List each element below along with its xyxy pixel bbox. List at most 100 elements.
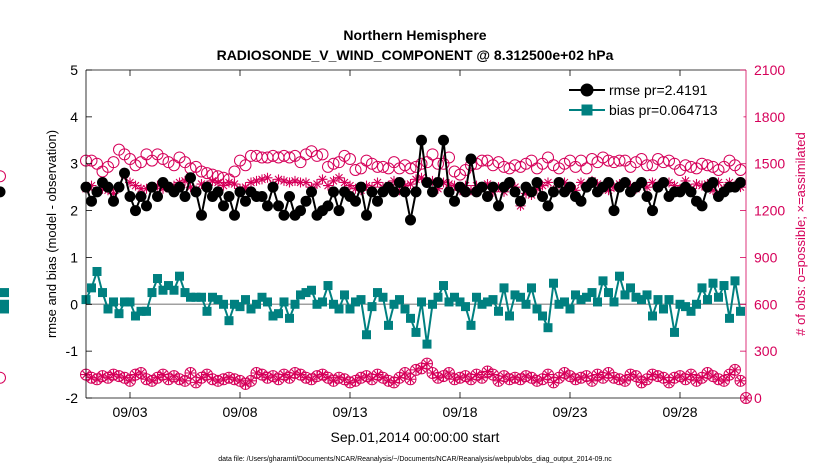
- rmse-point: [647, 205, 658, 217]
- bias-point: [202, 306, 212, 316]
- bias-point: [131, 311, 140, 321]
- bias-point: [587, 288, 597, 298]
- rmse-point: [91, 186, 103, 198]
- obs-assimilated-low-point: [719, 375, 729, 386]
- bias-point: [428, 299, 437, 309]
- obs-possible-point: [580, 162, 593, 175]
- obs-assimilated-low-point: [119, 372, 130, 383]
- obs-possible-point: [349, 163, 362, 176]
- rmse-point: [361, 209, 372, 221]
- obs-assimilated-low-point: [510, 372, 520, 383]
- obs-assimilated-low-point: [708, 371, 718, 382]
- bias-point: [450, 292, 459, 302]
- obs-assimilated-low-point: [543, 369, 553, 380]
- obs-assimilated-point: [86, 180, 97, 191]
- obs-assimilated-low-point: [559, 368, 570, 379]
- obs-assimilated-low-point: [427, 368, 438, 379]
- rmse-point: [185, 172, 196, 184]
- rmse-point: [212, 186, 224, 198]
- rmse-point: [130, 205, 141, 217]
- rmse-point: [515, 195, 526, 207]
- bias-point: [598, 276, 608, 286]
- rmse-point: [482, 191, 493, 203]
- obs-assimilated-point: [180, 175, 190, 186]
- obs-assimilated-low-point: [240, 378, 251, 389]
- obs-assimilated-point: [642, 182, 652, 193]
- obs-assimilated-low-point: [284, 372, 295, 383]
- obs-assimilated-low-point: [724, 369, 735, 380]
- obs-assimilated-low-point: [554, 372, 564, 383]
- bias-point: [252, 299, 261, 309]
- obs-assimilated-low-point: [345, 377, 355, 388]
- obs-assimilated-low-point: [598, 372, 608, 383]
- obs-possible-low-point: [0, 371, 6, 384]
- bias-point: [257, 292, 267, 302]
- y-tick-label-left: -1: [66, 343, 79, 359]
- y-tick-label-left: 1: [70, 249, 78, 265]
- rmse-point: [174, 181, 185, 193]
- obs-assimilated-low-point: [224, 372, 234, 383]
- obs-possible-point: [432, 157, 444, 170]
- obs-assimilated-low-point: [235, 375, 245, 386]
- bias-point: [285, 313, 294, 323]
- rmse-point: [564, 181, 576, 193]
- obs-assimilated-low-point: [367, 374, 377, 385]
- y-tick-label-right: 0: [754, 390, 762, 406]
- rmse-point: [586, 176, 598, 188]
- obs-assimilated-low-point: [394, 372, 405, 383]
- rmse-point: [537, 191, 548, 203]
- rmse-point: [658, 176, 669, 188]
- rmse-point: [284, 191, 295, 203]
- bias-point: [532, 304, 542, 314]
- bias-point: [538, 311, 547, 321]
- obs-assimilated-low-point: [372, 369, 383, 380]
- rmse-point: [504, 176, 515, 188]
- obs-assimilated-point: [240, 182, 251, 193]
- bias-point: [136, 306, 146, 316]
- obs-assimilated-point: [97, 183, 108, 194]
- obs-assimilated-low-point: [218, 374, 229, 385]
- obs-assimilated-low-point: [279, 369, 289, 380]
- obs-assimilated-low-point: [152, 372, 163, 383]
- rmse-point: [300, 195, 312, 207]
- bias-point: [521, 299, 531, 309]
- bias-point: [197, 292, 206, 302]
- bias-point: [351, 297, 360, 307]
- bias-point: [92, 266, 102, 276]
- legend: rmse pr=2.4191 bias pr=0.064713: [562, 76, 744, 124]
- rmse-point: [388, 186, 400, 198]
- obs-assimilated-point: [185, 182, 196, 193]
- rmse-point: [135, 191, 147, 203]
- obs-assimilated-low-point: [334, 372, 344, 383]
- y-tick-label-right: 2100: [754, 62, 785, 78]
- obs-assimilated-point: [136, 183, 146, 194]
- obs-assimilated-point: [471, 180, 482, 191]
- obs-assimilated-low-point: [592, 369, 603, 380]
- bias-point: [158, 285, 168, 295]
- bias-point: [483, 297, 492, 307]
- bias-point: [488, 295, 498, 305]
- bias-point: [120, 297, 129, 307]
- rmse-point: [405, 214, 416, 226]
- obs-assimilated-point: [152, 180, 163, 191]
- bias-point: [736, 306, 745, 316]
- obs-possible-point: [613, 154, 626, 167]
- bias-point: [378, 292, 388, 302]
- rmse-point: [443, 186, 455, 198]
- rmse-point: [146, 181, 158, 193]
- obs-possible-point: [201, 167, 213, 180]
- obs-assimilated-low-point: [301, 372, 311, 383]
- obs-assimilated-low-point: [207, 374, 218, 385]
- rmse-point: [410, 186, 422, 198]
- bias-point: [648, 311, 657, 321]
- rmse-point: [548, 186, 559, 198]
- bias-point: [417, 297, 426, 307]
- y-tick-label-right: 1500: [754, 156, 785, 172]
- obs-possible-point: [107, 156, 120, 169]
- bias-point: [345, 304, 355, 314]
- rmse-point: [262, 200, 273, 212]
- bias-point: [114, 309, 124, 319]
- obs-assimilated-low-point: [488, 369, 498, 380]
- obs-assimilated-point: [334, 172, 344, 183]
- obs-assimilated-point: [427, 175, 438, 186]
